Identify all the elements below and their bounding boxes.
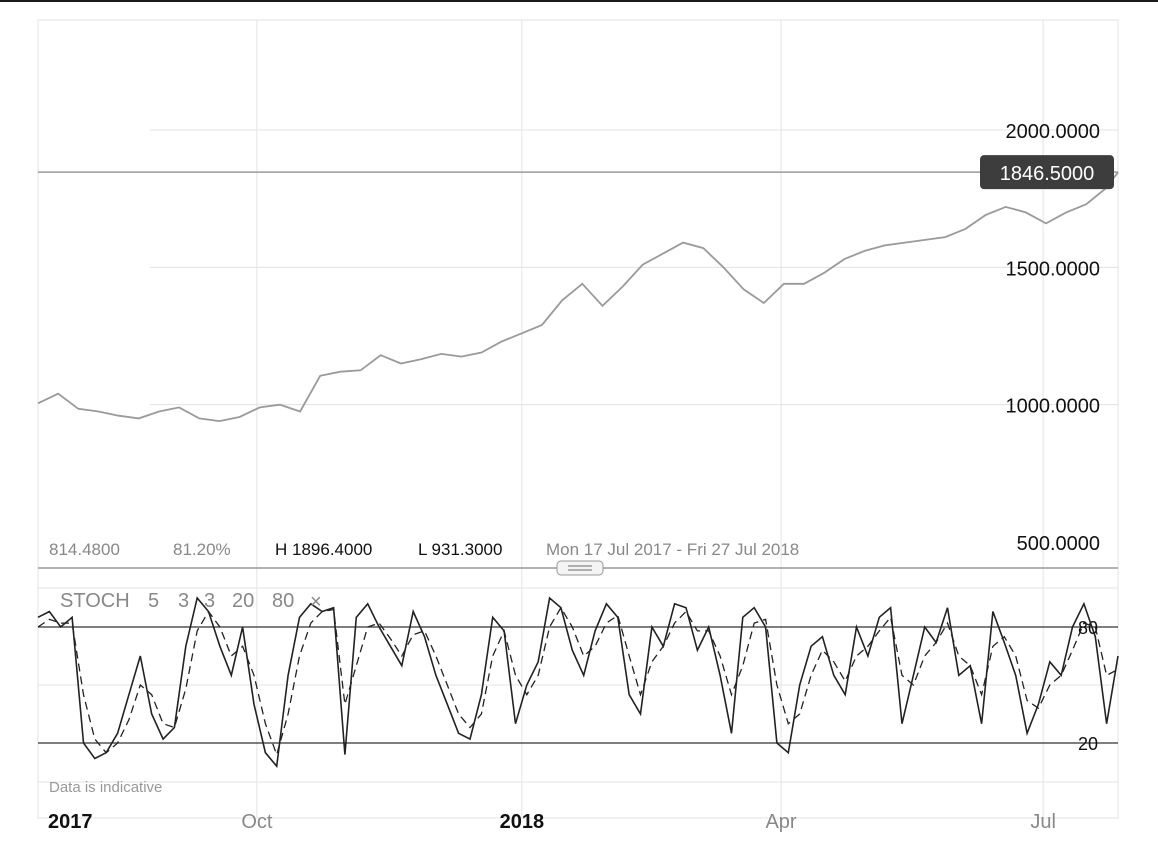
- price-line: [37, 171, 1119, 423]
- stoch-level-label: 80: [1078, 618, 1098, 638]
- stoch-k-line: [37, 596, 1119, 769]
- x-tick-label: 2018: [500, 811, 545, 833]
- x-tick-label: Oct: [241, 811, 273, 833]
- stats-date-range: Mon 17 Jul 2017 - Fri 27 Jul 2018: [546, 540, 799, 559]
- footer-note: Data is indicative: [49, 779, 162, 796]
- stats-low: L 931.3000: [418, 540, 502, 559]
- chart-frame: [37, 19, 1119, 819]
- y-tick-label: 1000.0000: [1005, 396, 1100, 418]
- panel-divider[interactable]: [38, 560, 1118, 576]
- indicator-param-3: 3: [204, 590, 215, 612]
- price-panel: 2000.0000 1500.0000 1000.0000 500.0000 1846.…: [37, 121, 1119, 555]
- indicator-param-4: 20: [232, 590, 254, 612]
- last-price-label: 1846.5000: [1000, 163, 1095, 185]
- indicator-param-1: 5: [148, 590, 159, 612]
- stats-bar: 814.4800 81.20% H 1896.4000 L 931.3000 M…: [49, 540, 799, 559]
- x-tick-label: Apr: [765, 811, 796, 833]
- indicator-panel: 80 20: [37, 587, 1119, 783]
- indicator-legend: STOCH 5 3 3 20 80 ×: [60, 590, 322, 613]
- x-tick-label: 2017: [48, 811, 93, 833]
- resize-handle[interactable]: [556, 560, 604, 576]
- stats-change-pct: 81.20%: [173, 540, 231, 559]
- y-tick-label: 2000.0000: [1005, 121, 1100, 143]
- y-tick-label: 1500.0000: [1005, 258, 1100, 280]
- indicator-param-5: 80: [272, 590, 294, 612]
- y-tick-label: 500.0000: [1017, 533, 1100, 555]
- close-icon[interactable]: ×: [310, 591, 322, 613]
- indicator-param-2: 3: [178, 590, 189, 612]
- indicator-name: STOCH: [60, 590, 130, 612]
- stoch-d-line: [37, 606, 1119, 757]
- stats-high: H 1896.4000: [275, 540, 372, 559]
- top-rule: [0, 0, 1158, 2]
- last-price-badge: [980, 155, 1114, 190]
- stoch-level-label: 20: [1078, 734, 1098, 754]
- x-tick-label: Jul: [1030, 811, 1056, 833]
- x-axis: 2017 Oct 2018 Apr Jul: [48, 811, 1056, 833]
- stats-change: 814.4800: [49, 540, 120, 559]
